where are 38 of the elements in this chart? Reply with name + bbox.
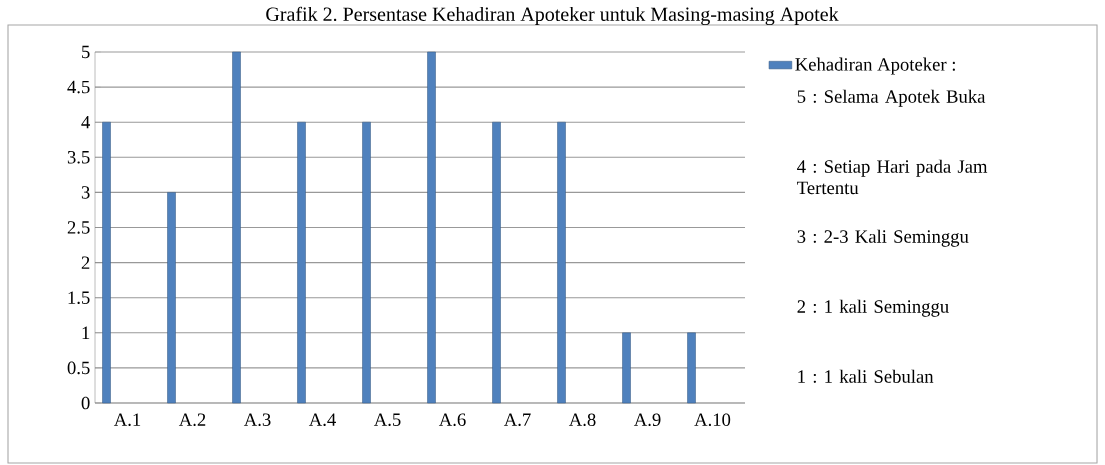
- y-tick-label: 2.5: [67, 221, 90, 234]
- x-tick-label: A.1: [113, 413, 141, 426]
- x-tick-label: A.5: [373, 413, 401, 426]
- bar: [297, 121, 306, 404]
- bar: [687, 332, 696, 404]
- text: 5 : Selama Apotek Buka: [797, 89, 986, 107]
- y-tick-label: 3.5: [67, 150, 90, 164]
- y-tick-label: 1: [82, 326, 90, 339]
- text: 2 : 1 kali Seminggu: [797, 299, 949, 317]
- y-tick-label: 0: [81, 396, 90, 410]
- x-tick-label: A.10: [694, 413, 731, 427]
- y-tick-label: 4: [81, 116, 91, 129]
- y-tick-label: 5: [82, 45, 90, 59]
- bar: [362, 121, 371, 404]
- x-tick-label: A.3: [243, 413, 271, 427]
- bar: [167, 192, 176, 404]
- legend-label: Kehadiran Apoteker :: [795, 57, 955, 75]
- text: 3 : 2-3 Kali Seminggu: [797, 229, 969, 247]
- y-tick-label: 0.5: [67, 361, 90, 375]
- bar: [232, 51, 241, 404]
- y-tick-label: 2: [81, 256, 90, 269]
- chart-title: Grafik 2. Persentase Kehadiran Apoteker untuk Masing-masing Apotek: [266, 6, 839, 26]
- text: 4 : Setiap Hari pada Jam Tertentu: [797, 159, 988, 195]
- y-tick-label: 4.5: [67, 80, 90, 94]
- bar: [492, 121, 501, 404]
- x-tick-label: A.4: [308, 413, 336, 426]
- bar: [427, 51, 436, 404]
- y-tick-label: 1.5: [68, 291, 90, 304]
- bar: [557, 121, 566, 404]
- x-tick-label: A.8: [568, 413, 596, 427]
- bar: [102, 121, 111, 404]
- x-tick-label: A.7: [503, 413, 531, 426]
- y-tick-label: 3: [81, 186, 90, 199]
- x-tick-label: A.6: [438, 413, 466, 427]
- x-tick-label: A.2: [178, 413, 206, 427]
- x-tick-label: A.9: [633, 413, 661, 427]
- bar: [622, 332, 631, 404]
- text: 1 : 1 kali Sebulan: [798, 369, 934, 383]
